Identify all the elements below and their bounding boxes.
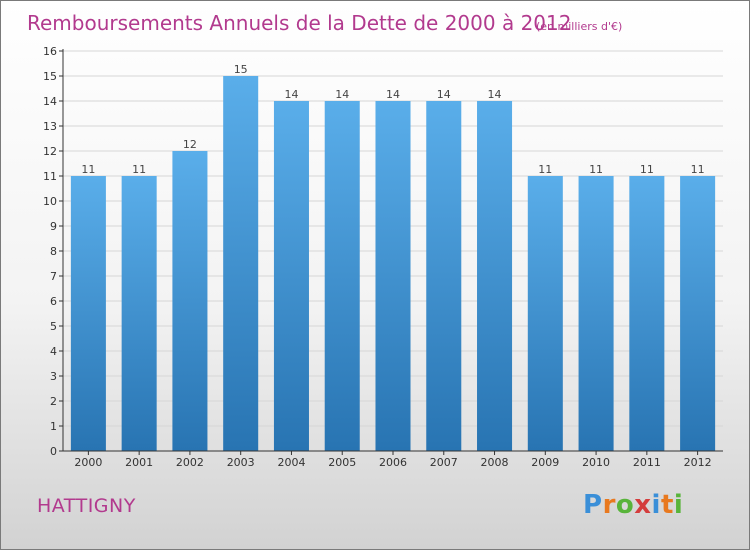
logo-letter: P [583, 490, 603, 520]
y-tick-label: 8 [50, 245, 57, 258]
bar-2001 [121, 176, 157, 451]
y-tick-label: 15 [43, 70, 57, 83]
chart-title: Remboursements Annuels de la Dette de 20… [27, 11, 571, 35]
bar-2004 [273, 101, 309, 451]
x-tick-label: 2002 [176, 456, 204, 469]
data-label: 14 [335, 88, 349, 101]
y-tick-label: 3 [50, 370, 57, 383]
x-tick-label: 2011 [633, 456, 661, 469]
bar-2009 [527, 176, 563, 451]
x-tick-label: 2005 [328, 456, 356, 469]
y-tick-label: 0 [50, 445, 57, 458]
data-label: 14 [437, 88, 451, 101]
y-tick-label: 5 [50, 320, 57, 333]
bar-2008 [477, 101, 513, 451]
x-tick-label: 2012 [684, 456, 712, 469]
data-label: 11 [589, 163, 603, 176]
bar-2006 [375, 101, 411, 451]
y-tick-label: 6 [50, 295, 57, 308]
x-tick-label: 2006 [379, 456, 407, 469]
bar-2012 [680, 176, 716, 451]
data-label: 12 [183, 138, 197, 151]
logo-letter: i [651, 490, 661, 520]
bar-2002 [172, 151, 208, 451]
bar-2010 [578, 176, 614, 451]
y-tick-label: 2 [50, 395, 57, 408]
x-tick-label: 2001 [125, 456, 153, 469]
logo-letter: t [660, 490, 674, 520]
x-tick-label: 2000 [74, 456, 102, 469]
data-label: 14 [386, 88, 400, 101]
x-tick-label: 2007 [430, 456, 458, 469]
data-label: 14 [284, 88, 298, 101]
bar-2011 [629, 176, 665, 451]
y-tick-label: 7 [50, 270, 57, 283]
unit-note: (en milliers d'€) [536, 20, 622, 33]
data-label: 15 [234, 63, 248, 76]
bar-2007 [426, 101, 462, 451]
bar-2005 [324, 101, 360, 451]
data-labels: 11 11 12 15 14 14 14 14 14 11 11 11 11 [81, 63, 704, 176]
logo-letter: o [615, 490, 635, 520]
data-label: 11 [538, 163, 552, 176]
y-tick-label: 16 [43, 45, 57, 58]
y-tick-label: 4 [50, 345, 57, 358]
y-tick-label: 10 [43, 195, 57, 208]
y-tick-label: 1 [50, 420, 57, 433]
x-tick-label: 2009 [531, 456, 559, 469]
logo-letter: r [602, 490, 616, 520]
x-tick-label: 2003 [227, 456, 255, 469]
x-tick-label: 2008 [481, 456, 509, 469]
logo-letter: x [634, 490, 652, 520]
data-label: 11 [640, 163, 654, 176]
data-label: 14 [488, 88, 502, 101]
bar-2003 [223, 76, 259, 451]
proxiti-logo[interactable]: Proxiti [583, 490, 683, 520]
x-tick-label: 2010 [582, 456, 610, 469]
y-tick-label: 14 [43, 95, 57, 108]
y-tick-label: 13 [43, 120, 57, 133]
bar-2000 [70, 176, 106, 451]
data-label: 11 [81, 163, 95, 176]
bars [70, 76, 716, 451]
logo-letter: i [673, 490, 684, 520]
data-label: 11 [691, 163, 705, 176]
y-tick-label: 11 [43, 170, 57, 183]
y-tick-label: 9 [50, 220, 57, 233]
x-tick-label: 2004 [277, 456, 305, 469]
data-label: 11 [132, 163, 146, 176]
y-tick-label: 12 [43, 145, 57, 158]
commune-name: HATTIGNY [37, 495, 136, 517]
